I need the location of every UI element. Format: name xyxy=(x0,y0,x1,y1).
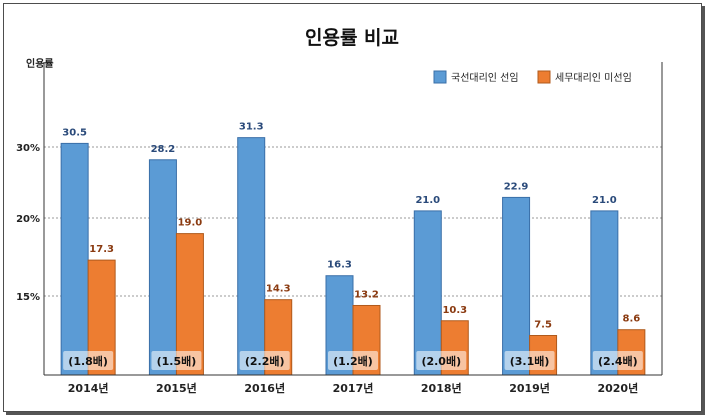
data-label: 13.2 xyxy=(354,289,379,300)
chart-frame: 인용률 비교 인용률 국선대리인 선임 세무대리인 미선임 15% 20% 30% … xyxy=(3,3,702,412)
data-label: 14.3 xyxy=(266,284,291,295)
y-tick-label: 30% xyxy=(16,143,40,154)
ratio-box xyxy=(504,351,555,370)
data-label: 21.0 xyxy=(415,195,440,206)
x-axis-ticks: 2014년 2015년 2016년 2017년 2018년 2019년 2020년 xyxy=(68,381,638,395)
chart: 인용률 비교 인용률 국선대리인 선임 세무대리인 미선임 15%20%30% … xyxy=(16,27,663,395)
gridlines xyxy=(44,146,662,297)
y-axis-label: 인용률 xyxy=(26,57,54,70)
ratio-labels: (1.8배) (1.5배) (2.2배) (1.2배) (2.0배) (3.1배) (2.4… xyxy=(63,351,643,370)
data-labels: 30.5 17.3 28.2 19.0 31.3 14.3 16.3 13.2 21.0 10.3… xyxy=(62,122,640,331)
data-label: 7.5 xyxy=(534,320,552,331)
data-label: 30.5 xyxy=(62,127,87,138)
bar-blue xyxy=(60,142,89,376)
legend-label-blue: 국선대리인 선임 xyxy=(451,71,519,84)
bar-blue xyxy=(590,210,619,376)
legend: 국선대리인 선임 세무대리인 미선임 xyxy=(433,70,632,84)
ratio-box xyxy=(592,351,643,370)
x-tick-label: 2018년 xyxy=(421,381,462,395)
bar-blue xyxy=(237,137,266,376)
data-label: 16.3 xyxy=(327,260,352,271)
x-tick-label: 2020년 xyxy=(597,381,638,395)
ratio-label: (2.0배) xyxy=(421,354,461,368)
ratio-label: (3.1배) xyxy=(510,354,550,368)
data-label: 22.9 xyxy=(504,181,529,192)
legend-swatch-blue xyxy=(433,70,447,84)
x-tick-label: 2019년 xyxy=(509,381,550,395)
data-label: 21.0 xyxy=(592,195,617,206)
ratio-box xyxy=(328,351,378,370)
ratio-label: (1.5배) xyxy=(157,354,197,368)
data-label: 10.3 xyxy=(442,305,467,316)
data-label: 28.2 xyxy=(151,144,176,155)
ratio-label: (1.8배) xyxy=(68,354,108,368)
data-label: 8.6 xyxy=(622,314,640,325)
x-tick-label: 2015년 xyxy=(156,381,197,395)
y-tick-label: 15% xyxy=(16,292,40,303)
bar-blue xyxy=(148,159,177,376)
y-axis-ticks: 15% 20% 30% xyxy=(16,143,40,303)
ratio-box xyxy=(151,351,202,370)
ratio-box xyxy=(63,351,114,370)
bar-blue xyxy=(502,196,531,376)
data-label: 19.0 xyxy=(178,218,203,229)
ratio-label: (2.4배) xyxy=(598,354,638,368)
ratio-label: (2.2배) xyxy=(245,354,285,368)
legend-label-orange: 세무대리인 미선임 xyxy=(555,71,632,84)
legend-swatch-orange xyxy=(537,70,551,84)
bars xyxy=(60,137,646,376)
y-tick-label: 20% xyxy=(16,214,40,225)
chart-title: 인용률 비교 xyxy=(305,27,399,49)
ratio-box xyxy=(239,351,290,370)
data-label: 17.3 xyxy=(89,244,114,255)
x-tick-label: 2014년 xyxy=(68,381,109,395)
data-label: 31.3 xyxy=(239,122,264,133)
ratio-label: (1.2배) xyxy=(333,354,373,368)
x-tick-label: 2016년 xyxy=(244,381,285,395)
ratio-box xyxy=(416,351,467,370)
bar-blue xyxy=(413,210,442,376)
x-tick-label: 2017년 xyxy=(333,381,374,395)
